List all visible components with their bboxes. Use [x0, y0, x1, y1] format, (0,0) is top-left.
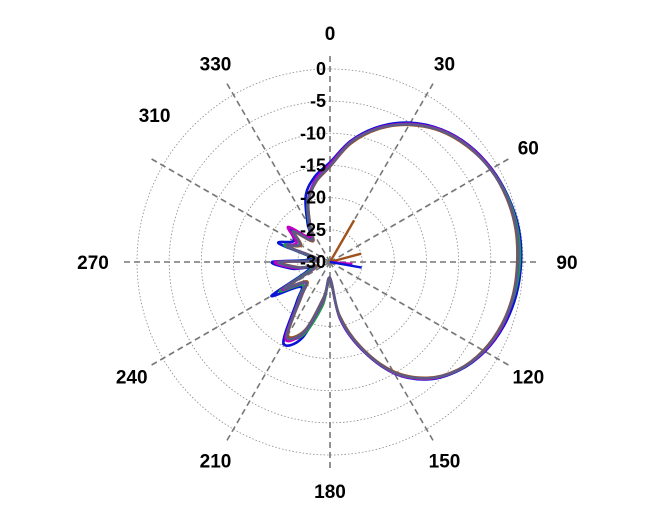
radial-tick-label: -20: [300, 188, 326, 208]
angle-tick-label: 0: [325, 24, 336, 45]
grid-spoke: [329, 157, 510, 263]
radial-tick-label: -10: [300, 123, 326, 143]
angle-tick-label: 180: [314, 482, 346, 503]
radial-tick-label: 0: [316, 59, 326, 79]
spike-line: [329, 260, 362, 269]
angle-tick-label: 90: [556, 253, 577, 274]
grid-spoke: [329, 261, 510, 367]
angle-tick-label: 210: [200, 451, 232, 472]
grid-spoke: [329, 261, 435, 442]
angle-tick-label: 270: [77, 253, 109, 274]
radial-tick-labels: 0 -5 -10 -15 -20 -25 -30: [300, 59, 326, 272]
grid-ring: [233, 165, 427, 359]
angle-tick-label: 120: [512, 368, 544, 389]
grid-spoke: [225, 82, 331, 263]
series-group: [270, 121, 523, 381]
grid-spoke: [225, 261, 331, 442]
angle-tick-label: 330: [200, 55, 232, 76]
radial-tick-label: -30: [300, 252, 326, 272]
spike-line: [328, 219, 356, 263]
angle-tick-label: 310: [139, 106, 171, 127]
angle-tick-label: 60: [518, 139, 539, 160]
grid-ring: [200, 132, 460, 392]
angle-tick-label: 240: [116, 368, 148, 389]
radial-tick-label: -5: [310, 91, 326, 111]
spike-line: [329, 252, 362, 264]
angle-tick-label: 30: [434, 55, 455, 76]
angle-tick-labels: 0 30 60 90 120 150 180 210 240 270 310 330: [77, 24, 577, 503]
series-line-5: [276, 123, 520, 380]
angle-tick-label: 150: [429, 451, 461, 472]
radial-tick-label: -25: [300, 220, 326, 240]
radial-tick-label: -15: [300, 156, 326, 176]
